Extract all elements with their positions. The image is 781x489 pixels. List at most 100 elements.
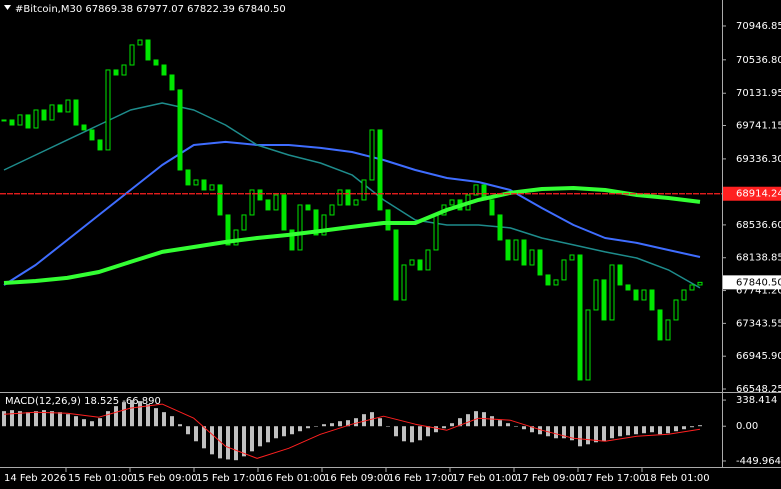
candle [81,124,87,131]
y-tick-label: 0.00 [736,421,758,432]
candle [553,279,559,286]
candle [137,39,143,46]
macd-bar [386,426,390,427]
candle [345,189,351,206]
macd-bar [434,426,438,433]
macd-bar [338,421,342,427]
candle [601,279,607,321]
candle [673,299,679,321]
macd-bar [322,424,326,427]
macd-bar [514,426,518,427]
candle [361,179,367,201]
candle [145,39,151,61]
macd-bar [218,426,222,459]
y-tick-label: -449.964 [736,456,781,467]
y-tick-label: 66945.90 [736,351,781,362]
macd-bar [18,411,22,427]
candle [617,264,623,286]
macd-bar [554,426,558,439]
candle [289,229,295,251]
price-level-label: 68914.24 [736,189,781,200]
macd-bar [362,414,366,427]
macd-bar [466,414,470,427]
macd-bar [274,426,278,439]
macd-bar [170,416,174,427]
macd-bar [178,424,182,427]
candle [73,99,79,126]
candle [353,199,359,206]
menu-arrow[interactable] [4,5,11,10]
candle [497,214,503,241]
macd-bar [266,426,270,443]
candle [249,189,255,216]
y-tick-label: 69741.15 [736,120,781,131]
macd-bar [122,402,126,427]
y-tick-label: 69336.30 [736,154,781,165]
candle [1,119,7,122]
candle [201,179,207,191]
price-level-box [723,186,781,201]
macd-bar [34,411,38,427]
y-tick-label: 70946.85 [736,21,781,32]
candle [313,209,319,236]
macd-bar [426,426,430,437]
candle [385,209,391,231]
candle [593,279,599,311]
current-price-box [723,275,781,290]
y-tick-label: 70536.80 [736,55,781,66]
candle [177,89,183,171]
y-tick-label: 67741.20 [736,286,781,297]
macd-bar [458,418,462,427]
candle [425,249,431,271]
macd-bar [258,426,262,447]
y-tick-label: 68138.85 [736,253,781,264]
macd-bar [546,426,550,437]
macd-bar [650,426,654,433]
candle [185,169,191,186]
candle [609,264,615,321]
macd-bar [354,418,358,427]
macd-bar [202,426,206,449]
macd-bar [50,411,54,427]
candle [281,194,287,231]
macd-bar [314,426,318,427]
candle [529,249,535,266]
macd-bar [538,426,542,435]
candle [545,274,551,286]
candle [689,284,695,291]
macd-bar [106,411,110,427]
macd-bar [26,412,30,427]
x-tick-label: 15 Feb 17:00 [196,473,262,484]
macd-title: MACD(12,26,9) 18.525 -66.890 [5,396,161,407]
candle [97,139,103,151]
macd-bar [490,416,494,427]
candle [297,204,303,251]
candle [265,199,271,211]
candle [577,254,583,381]
candle [377,129,383,211]
macd-bar [242,426,246,457]
candle [697,281,703,286]
candle [569,254,575,261]
macd-bar [90,421,94,427]
macd-bar [418,426,422,441]
macd-bar [410,426,414,443]
y-tick-label: 67343.55 [736,318,781,329]
macd-bar [210,426,214,455]
macd-bar [682,426,686,430]
macd-bar [402,426,406,442]
candle [321,214,327,236]
macd-bar [626,426,630,436]
macd-bar [530,426,534,433]
macd-bar [10,410,14,427]
macd-bar [522,426,526,430]
candle [393,229,399,301]
x-tick-label: 17 Feb 01:00 [452,473,518,484]
macd-bar [66,414,70,427]
candle [57,104,63,113]
candle [169,74,175,91]
candle [665,319,671,341]
macd-bar [138,401,142,427]
candle [657,309,663,341]
